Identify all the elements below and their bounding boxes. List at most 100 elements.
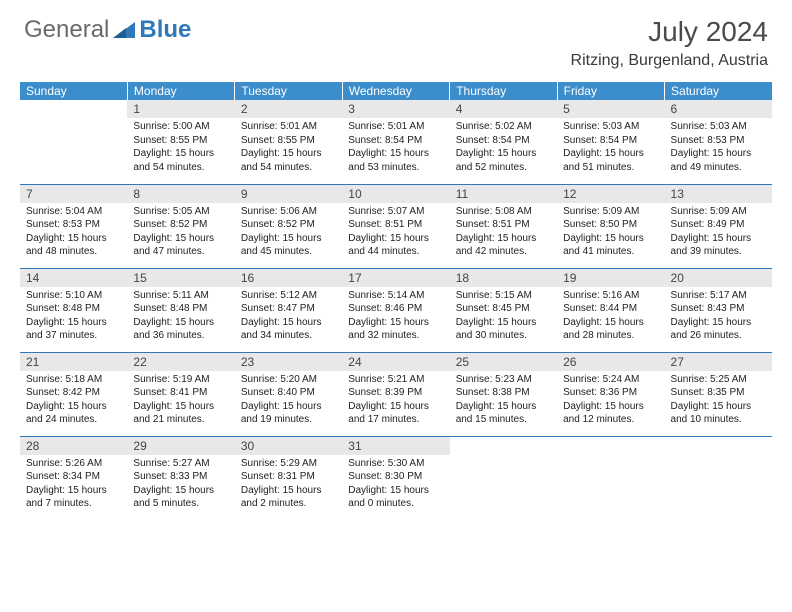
sunrise-value: 5:16 AM — [603, 290, 640, 301]
sunrise-label: Sunrise: — [456, 374, 495, 385]
sunset-value: 8:48 PM — [63, 303, 100, 314]
sunset-value: 8:54 PM — [385, 135, 422, 146]
sunrise-label: Sunrise: — [241, 206, 280, 217]
day-content: Sunrise: 5:00 AMSunset: 8:55 PMDaylight:… — [127, 118, 234, 178]
day-content: Sunrise: 5:09 AMSunset: 8:49 PMDaylight:… — [665, 203, 772, 263]
day-content: Sunrise: 5:21 AMSunset: 8:39 PMDaylight:… — [342, 371, 449, 431]
sunrise-label: Sunrise: — [241, 374, 280, 385]
day-number: 4 — [450, 100, 557, 118]
sunset-label: Sunset: — [133, 471, 170, 482]
sunset-value: 8:54 PM — [600, 135, 637, 146]
day-content: Sunrise: 5:02 AMSunset: 8:54 PMDaylight:… — [450, 118, 557, 178]
calendar-cell: 7Sunrise: 5:04 AMSunset: 8:53 PMDaylight… — [20, 184, 127, 268]
calendar-row: 28Sunrise: 5:26 AMSunset: 8:34 PMDayligh… — [20, 436, 772, 520]
day-content: Sunrise: 5:04 AMSunset: 8:53 PMDaylight:… — [20, 203, 127, 263]
day-number: 10 — [342, 185, 449, 203]
calendar-cell: 11Sunrise: 5:08 AMSunset: 8:51 PMDayligh… — [450, 184, 557, 268]
day-number: 16 — [235, 269, 342, 287]
sunset-value: 8:51 PM — [385, 219, 422, 230]
sunrise-value: 5:25 AM — [710, 374, 747, 385]
sunrise-label: Sunrise: — [456, 290, 495, 301]
day-content: Sunrise: 5:27 AMSunset: 8:33 PMDaylight:… — [127, 455, 234, 515]
sunrise-label: Sunrise: — [133, 121, 172, 132]
day-number: 12 — [557, 185, 664, 203]
calendar-cell: .. — [557, 436, 664, 520]
sunrise-label: Sunrise: — [26, 458, 65, 469]
daylight-label: Daylight: — [26, 233, 68, 244]
sunset-label: Sunset: — [26, 387, 63, 398]
day-content: Sunrise: 5:01 AMSunset: 8:54 PMDaylight:… — [342, 118, 449, 178]
sunrise-label: Sunrise: — [133, 458, 172, 469]
sunrise-value: 5:10 AM — [65, 290, 102, 301]
day-number: 23 — [235, 353, 342, 371]
day-content: Sunrise: 5:16 AMSunset: 8:44 PMDaylight:… — [557, 287, 664, 347]
sunrise-label: Sunrise: — [133, 290, 172, 301]
daylight-label: Daylight: — [133, 148, 175, 159]
sunset-label: Sunset: — [563, 387, 600, 398]
sunset-label: Sunset: — [563, 219, 600, 230]
day-number: 22 — [127, 353, 234, 371]
day-number: 30 — [235, 437, 342, 455]
logo-triangle-icon — [113, 20, 135, 40]
sunset-value: 8:42 PM — [63, 387, 100, 398]
sunset-value: 8:35 PM — [707, 387, 744, 398]
sunrise-label: Sunrise: — [671, 374, 710, 385]
sunrise-value: 5:05 AM — [173, 206, 210, 217]
calendar-cell: 24Sunrise: 5:21 AMSunset: 8:39 PMDayligh… — [342, 352, 449, 436]
day-content: Sunrise: 5:19 AMSunset: 8:41 PMDaylight:… — [127, 371, 234, 431]
sunrise-label: Sunrise: — [241, 290, 280, 301]
sunset-value: 8:38 PM — [492, 387, 529, 398]
sunrise-value: 5:23 AM — [495, 374, 532, 385]
day-number: 11 — [450, 185, 557, 203]
sunset-value: 8:31 PM — [278, 471, 315, 482]
calendar-cell: 4Sunrise: 5:02 AMSunset: 8:54 PMDaylight… — [450, 100, 557, 184]
day-number: 13 — [665, 185, 772, 203]
day-number: 5 — [557, 100, 664, 118]
day-number: 17 — [342, 269, 449, 287]
sunset-label: Sunset: — [133, 387, 170, 398]
sunrise-value: 5:29 AM — [280, 458, 317, 469]
calendar-cell: 22Sunrise: 5:19 AMSunset: 8:41 PMDayligh… — [127, 352, 234, 436]
sunrise-value: 5:07 AM — [388, 206, 425, 217]
sunset-value: 8:40 PM — [278, 387, 315, 398]
sunset-value: 8:53 PM — [63, 219, 100, 230]
sunset-label: Sunset: — [241, 135, 278, 146]
sunrise-label: Sunrise: — [133, 206, 172, 217]
calendar-cell: .. — [20, 100, 127, 184]
daylight-label: Daylight: — [26, 485, 68, 496]
day-content: Sunrise: 5:30 AMSunset: 8:30 PMDaylight:… — [342, 455, 449, 515]
day-content: Sunrise: 5:17 AMSunset: 8:43 PMDaylight:… — [665, 287, 772, 347]
sunset-label: Sunset: — [671, 219, 708, 230]
day-content: Sunrise: 5:06 AMSunset: 8:52 PMDaylight:… — [235, 203, 342, 263]
sunrise-value: 5:03 AM — [710, 121, 747, 132]
daylight-label: Daylight: — [348, 148, 390, 159]
sunset-value: 8:47 PM — [278, 303, 315, 314]
sunset-value: 8:41 PM — [170, 387, 207, 398]
sunset-value: 8:33 PM — [170, 471, 207, 482]
weekday-tuesday: Tuesday — [235, 82, 342, 100]
sunrise-value: 5:01 AM — [280, 121, 317, 132]
sunrise-label: Sunrise: — [26, 290, 65, 301]
sunrise-label: Sunrise: — [26, 206, 65, 217]
sunset-label: Sunset: — [348, 471, 385, 482]
day-content: Sunrise: 5:20 AMSunset: 8:40 PMDaylight:… — [235, 371, 342, 431]
sunset-value: 8:52 PM — [170, 219, 207, 230]
calendar-cell: 20Sunrise: 5:17 AMSunset: 8:43 PMDayligh… — [665, 268, 772, 352]
weekday-header-row: Sunday Monday Tuesday Wednesday Thursday… — [20, 82, 772, 100]
sunset-label: Sunset: — [563, 303, 600, 314]
day-number: 29 — [127, 437, 234, 455]
logo-text-blue: Blue — [139, 16, 191, 44]
day-number: 15 — [127, 269, 234, 287]
calendar-cell: 23Sunrise: 5:20 AMSunset: 8:40 PMDayligh… — [235, 352, 342, 436]
sunset-label: Sunset: — [26, 219, 63, 230]
sunset-label: Sunset: — [241, 471, 278, 482]
daylight-label: Daylight: — [563, 317, 605, 328]
sunrise-label: Sunrise: — [563, 206, 602, 217]
calendar-cell: 28Sunrise: 5:26 AMSunset: 8:34 PMDayligh… — [20, 436, 127, 520]
day-number: 26 — [557, 353, 664, 371]
calendar-cell: 30Sunrise: 5:29 AMSunset: 8:31 PMDayligh… — [235, 436, 342, 520]
calendar-cell: 10Sunrise: 5:07 AMSunset: 8:51 PMDayligh… — [342, 184, 449, 268]
calendar-cell: 18Sunrise: 5:15 AMSunset: 8:45 PMDayligh… — [450, 268, 557, 352]
sunrise-value: 5:00 AM — [173, 121, 210, 132]
sunrise-label: Sunrise: — [348, 121, 387, 132]
